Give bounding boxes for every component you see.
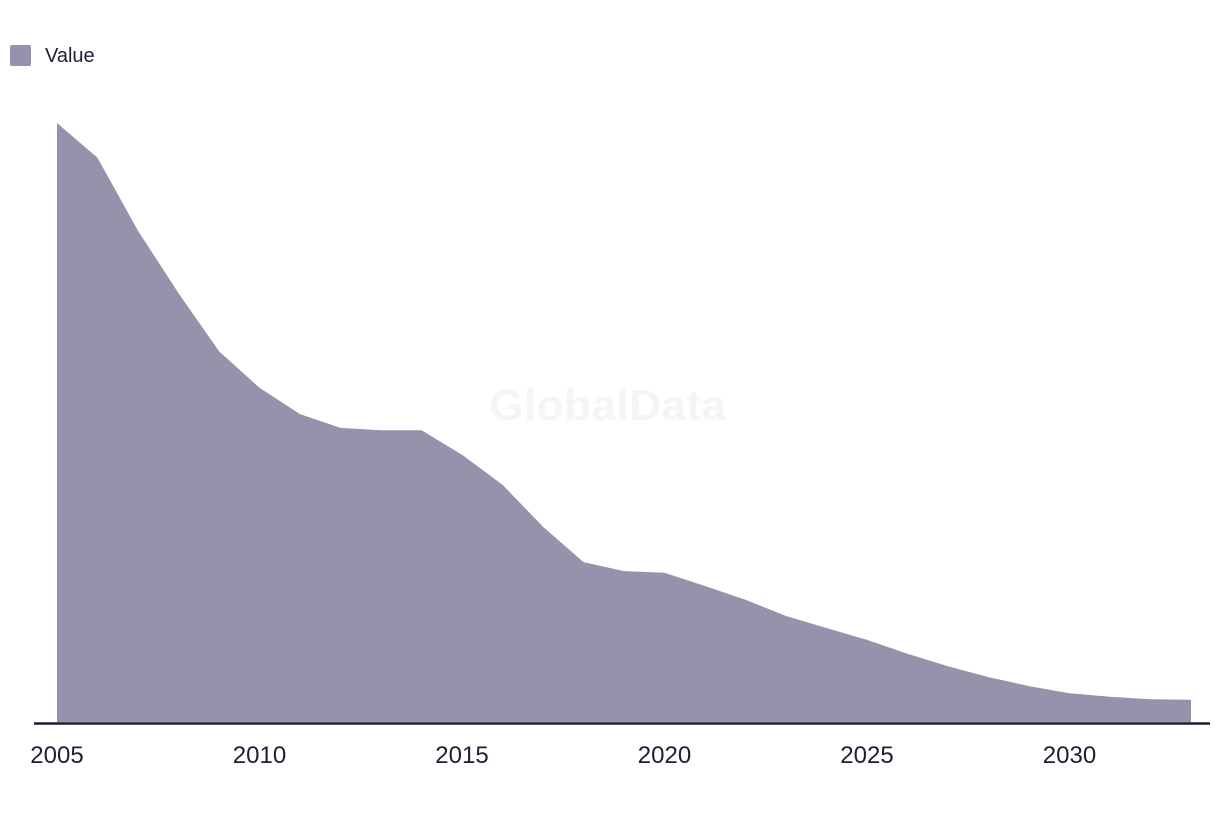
area-series-value <box>57 123 1191 722</box>
x-tick-label: 2005 <box>30 742 84 769</box>
x-tick-label: 2030 <box>1042 742 1097 769</box>
x-tick-label: 2025 <box>840 742 894 769</box>
x-tick-label: 2010 <box>232 742 287 769</box>
legend-swatch <box>10 45 31 66</box>
legend-label: Value <box>45 44 95 67</box>
legend-item-value[interactable]: Value <box>10 45 95 66</box>
x-tick-label: 2015 <box>435 742 489 769</box>
x-tick-label: 2020 <box>637 742 692 769</box>
